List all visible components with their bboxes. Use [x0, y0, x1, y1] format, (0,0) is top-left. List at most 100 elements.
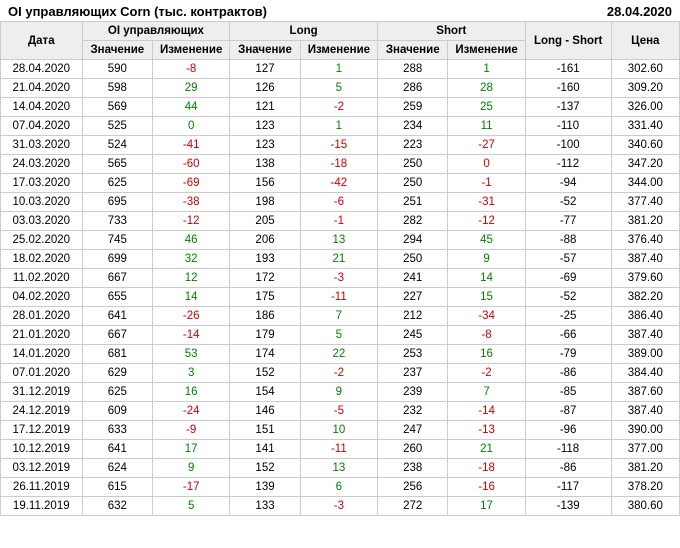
cell: -2: [300, 364, 377, 383]
table-row: 25.02.2020745462061329445-88376.40: [1, 231, 680, 250]
cell: 250: [377, 155, 448, 174]
cell: -18: [448, 459, 525, 478]
cell: -79: [525, 345, 611, 364]
cell: 53: [153, 345, 230, 364]
cell: 121: [230, 98, 301, 117]
cell: 151: [230, 421, 301, 440]
cell: -17: [153, 478, 230, 497]
cell: 384.40: [611, 364, 679, 383]
cell: 14: [448, 269, 525, 288]
cell: 5: [153, 497, 230, 516]
cell: 25.02.2020: [1, 231, 83, 250]
cell: -8: [153, 60, 230, 79]
cell: 16: [448, 345, 525, 364]
col-date: Дата: [1, 22, 83, 60]
cell: -3: [300, 497, 377, 516]
cell: 172: [230, 269, 301, 288]
cell: -24: [153, 402, 230, 421]
cell: 24.03.2020: [1, 155, 83, 174]
cell: 19.11.2019: [1, 497, 83, 516]
cell: 272: [377, 497, 448, 516]
col-short-group: Short: [377, 22, 525, 41]
cell: 03.03.2020: [1, 212, 83, 231]
table-row: 07.04.20205250123123411-110331.40: [1, 117, 680, 136]
cell: 14.04.2020: [1, 98, 83, 117]
cell: -31: [448, 193, 525, 212]
cell: 10.03.2020: [1, 193, 83, 212]
cell: -12: [448, 212, 525, 231]
cell: 15: [448, 288, 525, 307]
cell: 16: [153, 383, 230, 402]
table-row: 14.01.2020681531742225316-79389.00: [1, 345, 680, 364]
cell: 29: [153, 79, 230, 98]
col-long-change: Изменение: [300, 41, 377, 60]
cell: 186: [230, 307, 301, 326]
cell: 11: [448, 117, 525, 136]
col-oi-change: Изменение: [153, 41, 230, 60]
cell: 667: [82, 269, 153, 288]
table-body: 28.04.2020590-812712881-161302.6021.04.2…: [1, 60, 680, 516]
cell: 21.04.2020: [1, 79, 83, 98]
cell: -86: [525, 459, 611, 478]
cell: -160: [525, 79, 611, 98]
cell: -94: [525, 174, 611, 193]
cell: 13: [300, 231, 377, 250]
cell: -8: [448, 326, 525, 345]
cell: 3: [153, 364, 230, 383]
cell: 390.00: [611, 421, 679, 440]
cell: -139: [525, 497, 611, 516]
cell: 387.40: [611, 326, 679, 345]
cell: 389.00: [611, 345, 679, 364]
cell: 1: [448, 60, 525, 79]
cell: 127: [230, 60, 301, 79]
cell: 156: [230, 174, 301, 193]
cell: 256: [377, 478, 448, 497]
cell: -96: [525, 421, 611, 440]
table-row: 26.11.2019615-171396256-16-117378.20: [1, 478, 680, 497]
cell: 7: [448, 383, 525, 402]
oi-table: Дата OI управляющих Long Short Long - Sh…: [0, 21, 680, 516]
cell: 309.20: [611, 79, 679, 98]
cell: 641: [82, 307, 153, 326]
cell: 667: [82, 326, 153, 345]
cell: 227: [377, 288, 448, 307]
cell: 340.60: [611, 136, 679, 155]
cell: -85: [525, 383, 611, 402]
cell: 13: [300, 459, 377, 478]
cell: 154: [230, 383, 301, 402]
cell: 377.40: [611, 193, 679, 212]
cell: -12: [153, 212, 230, 231]
report-date: 28.04.2020: [607, 4, 672, 19]
cell: 347.20: [611, 155, 679, 174]
cell: 259: [377, 98, 448, 117]
cell: 377.00: [611, 440, 679, 459]
table-row: 11.02.202066712172-324114-69379.60: [1, 269, 680, 288]
cell: 286: [377, 79, 448, 98]
cell: 641: [82, 440, 153, 459]
col-oi-value: Значение: [82, 41, 153, 60]
cell: -41: [153, 136, 230, 155]
cell: -14: [448, 402, 525, 421]
col-price: Цена: [611, 22, 679, 60]
cell: 376.40: [611, 231, 679, 250]
cell: 07.01.2020: [1, 364, 83, 383]
cell: 139: [230, 478, 301, 497]
cell: 31.03.2020: [1, 136, 83, 155]
table-row: 28.01.2020641-261867212-34-25386.40: [1, 307, 680, 326]
cell: 32: [153, 250, 230, 269]
cell: -14: [153, 326, 230, 345]
cell: 387.40: [611, 250, 679, 269]
cell: 632: [82, 497, 153, 516]
cell: 45: [448, 231, 525, 250]
cell: -1: [300, 212, 377, 231]
cell: 12: [153, 269, 230, 288]
cell: 381.20: [611, 212, 679, 231]
cell: 282: [377, 212, 448, 231]
col-long-group: Long: [230, 22, 378, 41]
cell: -42: [300, 174, 377, 193]
cell: 681: [82, 345, 153, 364]
cell: -5: [300, 402, 377, 421]
cell: -69: [153, 174, 230, 193]
cell: 26.11.2019: [1, 478, 83, 497]
table-row: 24.03.2020565-60138-182500-112347.20: [1, 155, 680, 174]
